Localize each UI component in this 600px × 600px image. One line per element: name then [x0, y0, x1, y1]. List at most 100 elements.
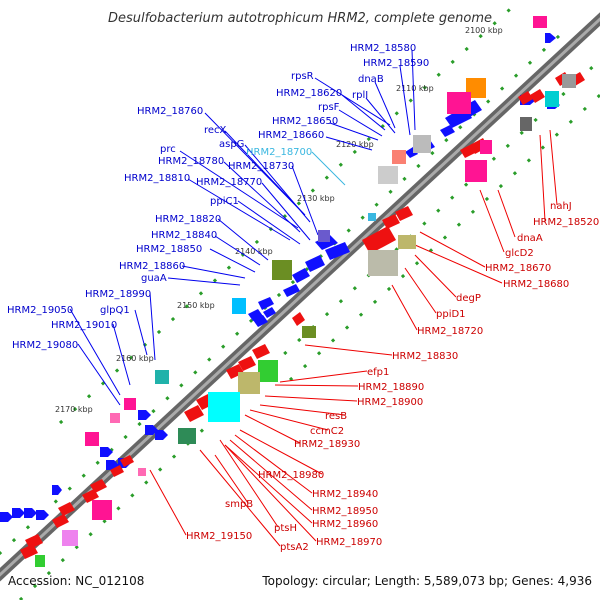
gene-label: HRM2_18580 — [350, 43, 416, 54]
gene-label: HRM2_18890 — [358, 382, 424, 393]
gene-arrow — [145, 425, 158, 435]
gene-label: HRM2_18940 — [312, 489, 378, 500]
kbp-tick-label: 2160 kbp — [116, 354, 154, 363]
feature-tile — [447, 92, 471, 114]
gene-arrow — [184, 405, 204, 422]
feature-tile — [110, 413, 120, 423]
gene-label: HRM2_18670 — [485, 263, 551, 274]
gene-arrow — [283, 284, 300, 297]
gene-label: HRM2_18590 — [363, 58, 429, 69]
gene-label: resB — [325, 411, 347, 422]
gene-arrow — [518, 91, 533, 105]
kbp-tick-label: 2110 kbp — [396, 84, 434, 93]
feature-tile — [398, 235, 416, 249]
cyan-leader-line — [311, 151, 346, 186]
genome-summary-text: Topology: circular; Length: 5,589,073 bp… — [261, 574, 592, 588]
feature-tile — [62, 530, 78, 546]
feature-tile — [208, 392, 240, 422]
gene-label: HRM2_18730 — [228, 161, 294, 172]
gene-arrow — [52, 514, 69, 528]
feature-tile — [378, 166, 398, 184]
reverse-leader-lines — [149, 129, 558, 547]
gene-arrow — [120, 455, 134, 467]
gene-arrow — [545, 33, 556, 43]
gene-arrow — [252, 344, 270, 359]
feature-tile — [368, 213, 376, 221]
gene-arrow — [258, 297, 274, 310]
feature-tile — [92, 500, 112, 520]
gene-label: rpsR — [291, 71, 314, 82]
gene-arrow — [460, 144, 477, 158]
gene-arrow — [292, 268, 310, 283]
feature-tile — [545, 91, 559, 107]
gene-arrow — [0, 512, 13, 522]
kbp-tick-label: 2100 kbp — [465, 26, 503, 35]
gene-label: ppiC1 — [210, 196, 239, 207]
gene-label: HRM2_19010 — [51, 320, 117, 331]
gene-label: ccmC2 — [310, 426, 344, 437]
map-title: Desulfobacterium autotrophicum HRM2, com… — [108, 11, 492, 26]
feature-tile — [155, 370, 169, 384]
feature-tile — [480, 140, 492, 154]
feature-tile — [533, 16, 547, 28]
gene-label: smpB — [225, 499, 253, 510]
feature-tile — [465, 160, 487, 182]
kbp-tick-labels: 2100 kbp 2110 kbp 2120 kbp 2130 kbp 2140… — [55, 26, 503, 414]
gene-arrow — [155, 430, 168, 440]
gene-label: dnaB — [358, 74, 384, 85]
gene-label: efp1 — [367, 367, 389, 378]
feature-tile — [562, 74, 576, 88]
gene-arrow — [24, 508, 37, 518]
gene-arrow — [138, 410, 151, 420]
gene-arrow — [238, 356, 256, 371]
gene-arrow — [58, 502, 75, 516]
gene-label: ptsA2 — [280, 542, 309, 553]
feature-tile — [238, 372, 260, 394]
feature-tile — [124, 398, 136, 410]
gene-label: HRM2_18850 — [136, 244, 202, 255]
gene-label: HRM2_18840 — [151, 230, 217, 241]
kbp-tick-label: 2140 kbp — [235, 247, 273, 256]
feature-tile — [368, 250, 398, 276]
gene-label: HRM2_18680 — [503, 279, 569, 290]
gene-label: HRM2_18960 — [312, 519, 378, 530]
gene-arrow — [36, 510, 49, 520]
gene-arrow — [395, 206, 413, 221]
gene-arrow — [52, 485, 62, 495]
gene-label: HRM2_18780 — [158, 156, 224, 167]
gene-label: HRM2_18860 — [119, 261, 185, 272]
kbp-tick-label: 2130 kbp — [297, 194, 335, 203]
feature-tile — [272, 260, 292, 280]
kbp-tick-label: 2120 kbp — [336, 140, 374, 149]
gene-label: HRM2_18760 — [137, 106, 203, 117]
gene-label: HRM2_18930 — [294, 439, 360, 450]
gene-label: HRM2_18720 — [417, 326, 483, 337]
gene-arrow — [362, 226, 396, 254]
gene-label: degP — [456, 293, 481, 304]
feature-tile — [302, 326, 316, 338]
reverse-gene-labels: nahJ HRM2_18520 dnaA glcD2 HRM2_18670 HR… — [186, 201, 599, 553]
accession-text: Accession: NC_012108 — [8, 574, 144, 588]
gene-arrow — [315, 235, 338, 250]
gene-arrow — [253, 315, 268, 327]
gene-arrow — [305, 255, 325, 272]
gene-label: HRM2_18700 — [246, 147, 312, 158]
feature-tile — [392, 150, 406, 164]
feature-tile — [178, 428, 196, 444]
reverse-strand-genes — [20, 72, 585, 559]
gene-arrow — [20, 544, 38, 559]
gene-label: HRM2_18990 — [85, 289, 151, 300]
feature-tile — [85, 432, 99, 446]
gene-label: recX — [204, 125, 227, 136]
gene-label: HRM2_18980 — [258, 470, 324, 481]
gene-arrow — [382, 214, 400, 229]
gene-label: rpsF — [318, 102, 340, 113]
gene-label: aspG — [219, 139, 244, 150]
feature-tile — [520, 117, 532, 131]
kbp-tick-label: 2150 kbp — [177, 301, 215, 310]
gene-label: HRM2_18770 — [196, 177, 262, 188]
gene-arrow — [325, 242, 350, 260]
gene-label: HRM2_18970 — [316, 537, 382, 548]
gene-label: HRM2_19080 — [12, 340, 78, 351]
